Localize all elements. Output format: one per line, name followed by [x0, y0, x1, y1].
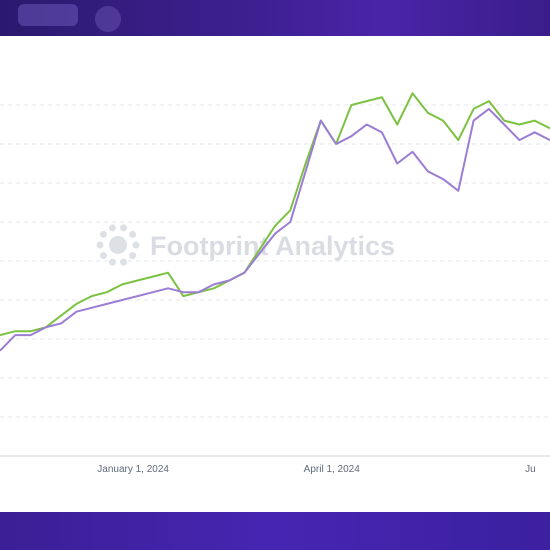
series-line-2	[0, 107, 550, 352]
bottom-banner	[0, 512, 550, 550]
banner-decoration	[18, 4, 78, 26]
series-line-1	[0, 92, 550, 337]
logo-ray	[129, 252, 137, 260]
logo-ray	[96, 241, 104, 249]
x-tick-label: April 1, 2024	[304, 464, 361, 475]
watermark: Footprint Analytics	[96, 224, 395, 266]
logo-ray	[108, 224, 116, 232]
top-banner	[0, 0, 550, 36]
series-lines	[0, 92, 550, 352]
grid-lines	[0, 104, 550, 418]
logo-ray	[108, 258, 116, 266]
banner-decoration-circle	[95, 6, 121, 32]
logo-ray	[120, 258, 128, 266]
x-tick-label: January 1, 2024	[97, 464, 169, 475]
logo-ray	[99, 230, 107, 238]
chart-container: Footprint Analytics January 1, 2024 April…	[0, 36, 550, 512]
logo-ray	[132, 241, 140, 249]
sun-logo-icon	[96, 224, 140, 266]
logo-ray	[120, 224, 128, 232]
logo-ray	[99, 252, 107, 260]
line-chart: Footprint Analytics January 1, 2024 April…	[0, 92, 550, 475]
logo-ray	[129, 230, 137, 238]
x-tick-labels: January 1, 2024 April 1, 2024 Ju	[97, 464, 535, 475]
x-tick-label: Ju	[525, 464, 536, 475]
